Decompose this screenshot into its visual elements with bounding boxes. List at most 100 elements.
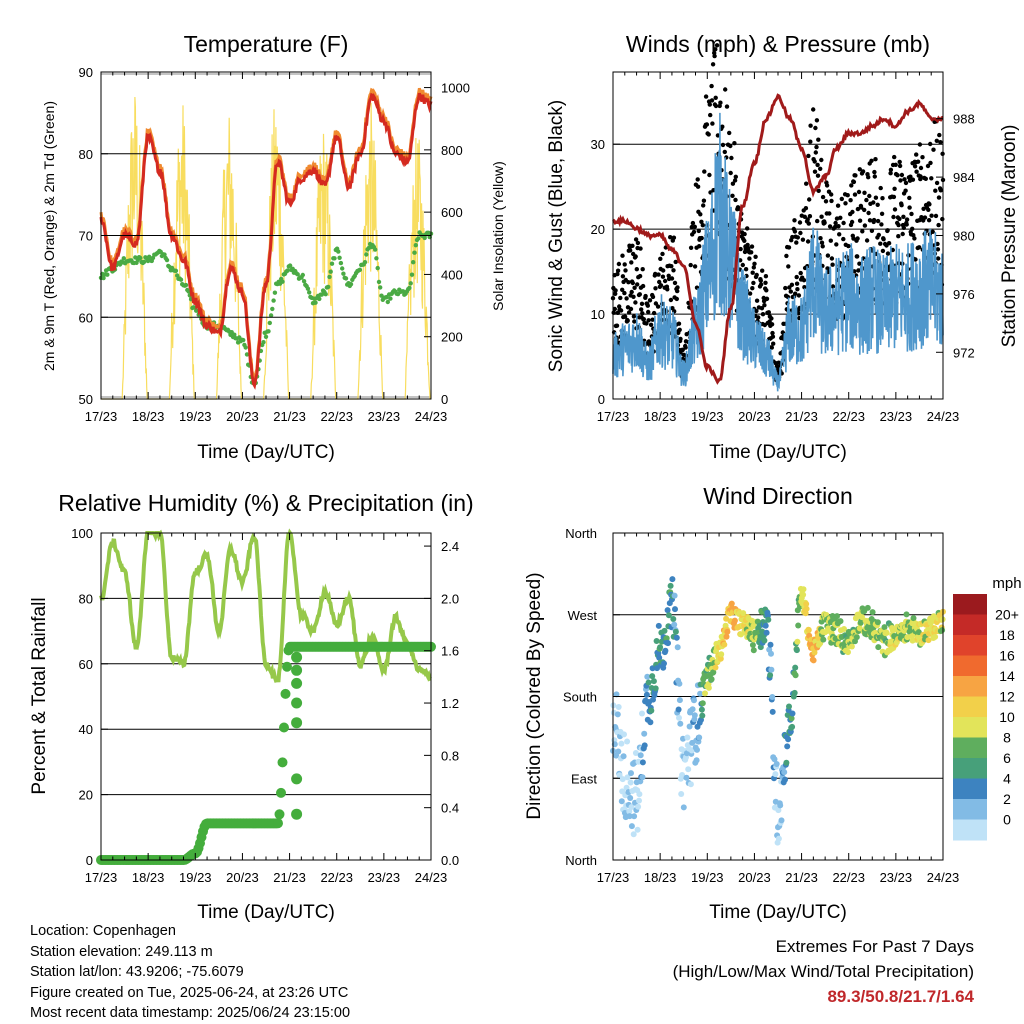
x-tick-label: 24/23 bbox=[415, 409, 448, 424]
gust-point bbox=[936, 195, 942, 200]
gust-point bbox=[650, 294, 656, 300]
gust-point bbox=[618, 308, 624, 313]
gust-point bbox=[796, 293, 802, 298]
gust-point bbox=[729, 155, 734, 161]
direction-point bbox=[626, 813, 633, 820]
gust-point bbox=[914, 152, 919, 157]
gust-point bbox=[869, 158, 874, 163]
gust-point bbox=[653, 271, 658, 277]
gust-point bbox=[644, 321, 649, 326]
gust-point bbox=[634, 267, 639, 272]
gust-point bbox=[630, 280, 635, 286]
direction-point bbox=[691, 697, 697, 704]
direction-point bbox=[621, 731, 627, 738]
gust-point bbox=[637, 292, 642, 297]
gust-point bbox=[929, 176, 934, 181]
dewpoint-point bbox=[409, 272, 415, 277]
precip-point bbox=[273, 818, 283, 829]
x-tick-label: 21/23 bbox=[785, 870, 818, 885]
direction-point bbox=[718, 651, 725, 658]
gust-point bbox=[935, 241, 940, 247]
legend-swatch bbox=[953, 778, 987, 800]
gust-point bbox=[936, 222, 941, 228]
direction-point bbox=[619, 776, 626, 783]
direction-point bbox=[837, 618, 844, 625]
gust-point bbox=[794, 240, 799, 245]
direction-point bbox=[632, 750, 639, 756]
precip-point bbox=[291, 697, 303, 709]
gust-point bbox=[856, 189, 862, 195]
gust-point bbox=[794, 274, 799, 280]
gust-point bbox=[722, 149, 727, 155]
direction-point bbox=[613, 691, 620, 698]
gust-point bbox=[857, 167, 862, 172]
direction-point bbox=[932, 633, 939, 640]
direction-point bbox=[644, 673, 651, 680]
gust-point bbox=[758, 278, 763, 283]
gust-point bbox=[871, 217, 877, 223]
dewpoint-point bbox=[267, 320, 272, 326]
temperature-marks bbox=[98, 73, 434, 400]
x-tick-label: 20/23 bbox=[226, 409, 259, 424]
gust-point bbox=[788, 289, 793, 294]
direction-point bbox=[786, 703, 792, 710]
gust-point bbox=[750, 286, 755, 291]
dewpoint-point bbox=[413, 243, 418, 248]
gust-point bbox=[752, 261, 757, 266]
direction-point bbox=[635, 803, 642, 810]
direction-point bbox=[769, 694, 776, 700]
dewpoint-point bbox=[101, 275, 106, 281]
gust-point bbox=[769, 322, 775, 327]
gust-point bbox=[860, 169, 866, 174]
direction-point bbox=[767, 641, 774, 648]
direction-point bbox=[805, 627, 812, 633]
dewpoint-point bbox=[300, 272, 305, 278]
direction-point bbox=[657, 644, 664, 651]
gust-point bbox=[901, 225, 906, 230]
direction-point bbox=[615, 748, 622, 755]
gust-point bbox=[908, 174, 913, 179]
direction-point bbox=[775, 835, 782, 842]
gust-point bbox=[671, 235, 677, 240]
gust-point bbox=[892, 207, 898, 212]
gust-point bbox=[702, 169, 707, 174]
gust-point bbox=[812, 159, 817, 164]
direction-point bbox=[775, 807, 782, 814]
dewpoint-point bbox=[364, 252, 369, 257]
dewpoint-point bbox=[412, 250, 417, 255]
gust-point bbox=[928, 160, 933, 166]
gust-point bbox=[759, 306, 765, 311]
temp-2m-line bbox=[99, 92, 433, 390]
gust-point bbox=[629, 260, 634, 265]
direction-point bbox=[811, 649, 818, 656]
gust-point bbox=[839, 196, 844, 202]
gust-point bbox=[806, 153, 811, 159]
elevation-text: Station elevation: 249.113 m bbox=[30, 943, 213, 960]
gust-point bbox=[688, 262, 693, 268]
legend-swatch bbox=[953, 799, 987, 820]
direction-point bbox=[848, 643, 855, 650]
y2-tick-label: 0.0 bbox=[441, 853, 459, 868]
direction-point bbox=[628, 804, 635, 810]
gust-point bbox=[622, 262, 627, 267]
direction-point bbox=[845, 649, 851, 656]
direction-point bbox=[710, 669, 717, 676]
gust-point bbox=[829, 198, 834, 204]
gust-point bbox=[770, 334, 776, 339]
direction-point bbox=[676, 680, 683, 687]
gust-point bbox=[904, 222, 909, 227]
gust-point bbox=[730, 181, 736, 186]
x-tick-label: 19/23 bbox=[691, 870, 724, 885]
gust-point bbox=[866, 175, 871, 180]
direction-point bbox=[761, 637, 768, 644]
gust-point bbox=[657, 279, 662, 285]
gust-point bbox=[806, 221, 811, 226]
gust-point bbox=[900, 231, 905, 237]
gust-point bbox=[646, 318, 651, 323]
gust-point bbox=[628, 306, 634, 312]
dewpoint-point bbox=[416, 236, 421, 241]
direction-point bbox=[784, 712, 791, 718]
gust-point bbox=[867, 218, 873, 223]
gust-point bbox=[812, 169, 818, 174]
direction-point bbox=[800, 586, 807, 593]
